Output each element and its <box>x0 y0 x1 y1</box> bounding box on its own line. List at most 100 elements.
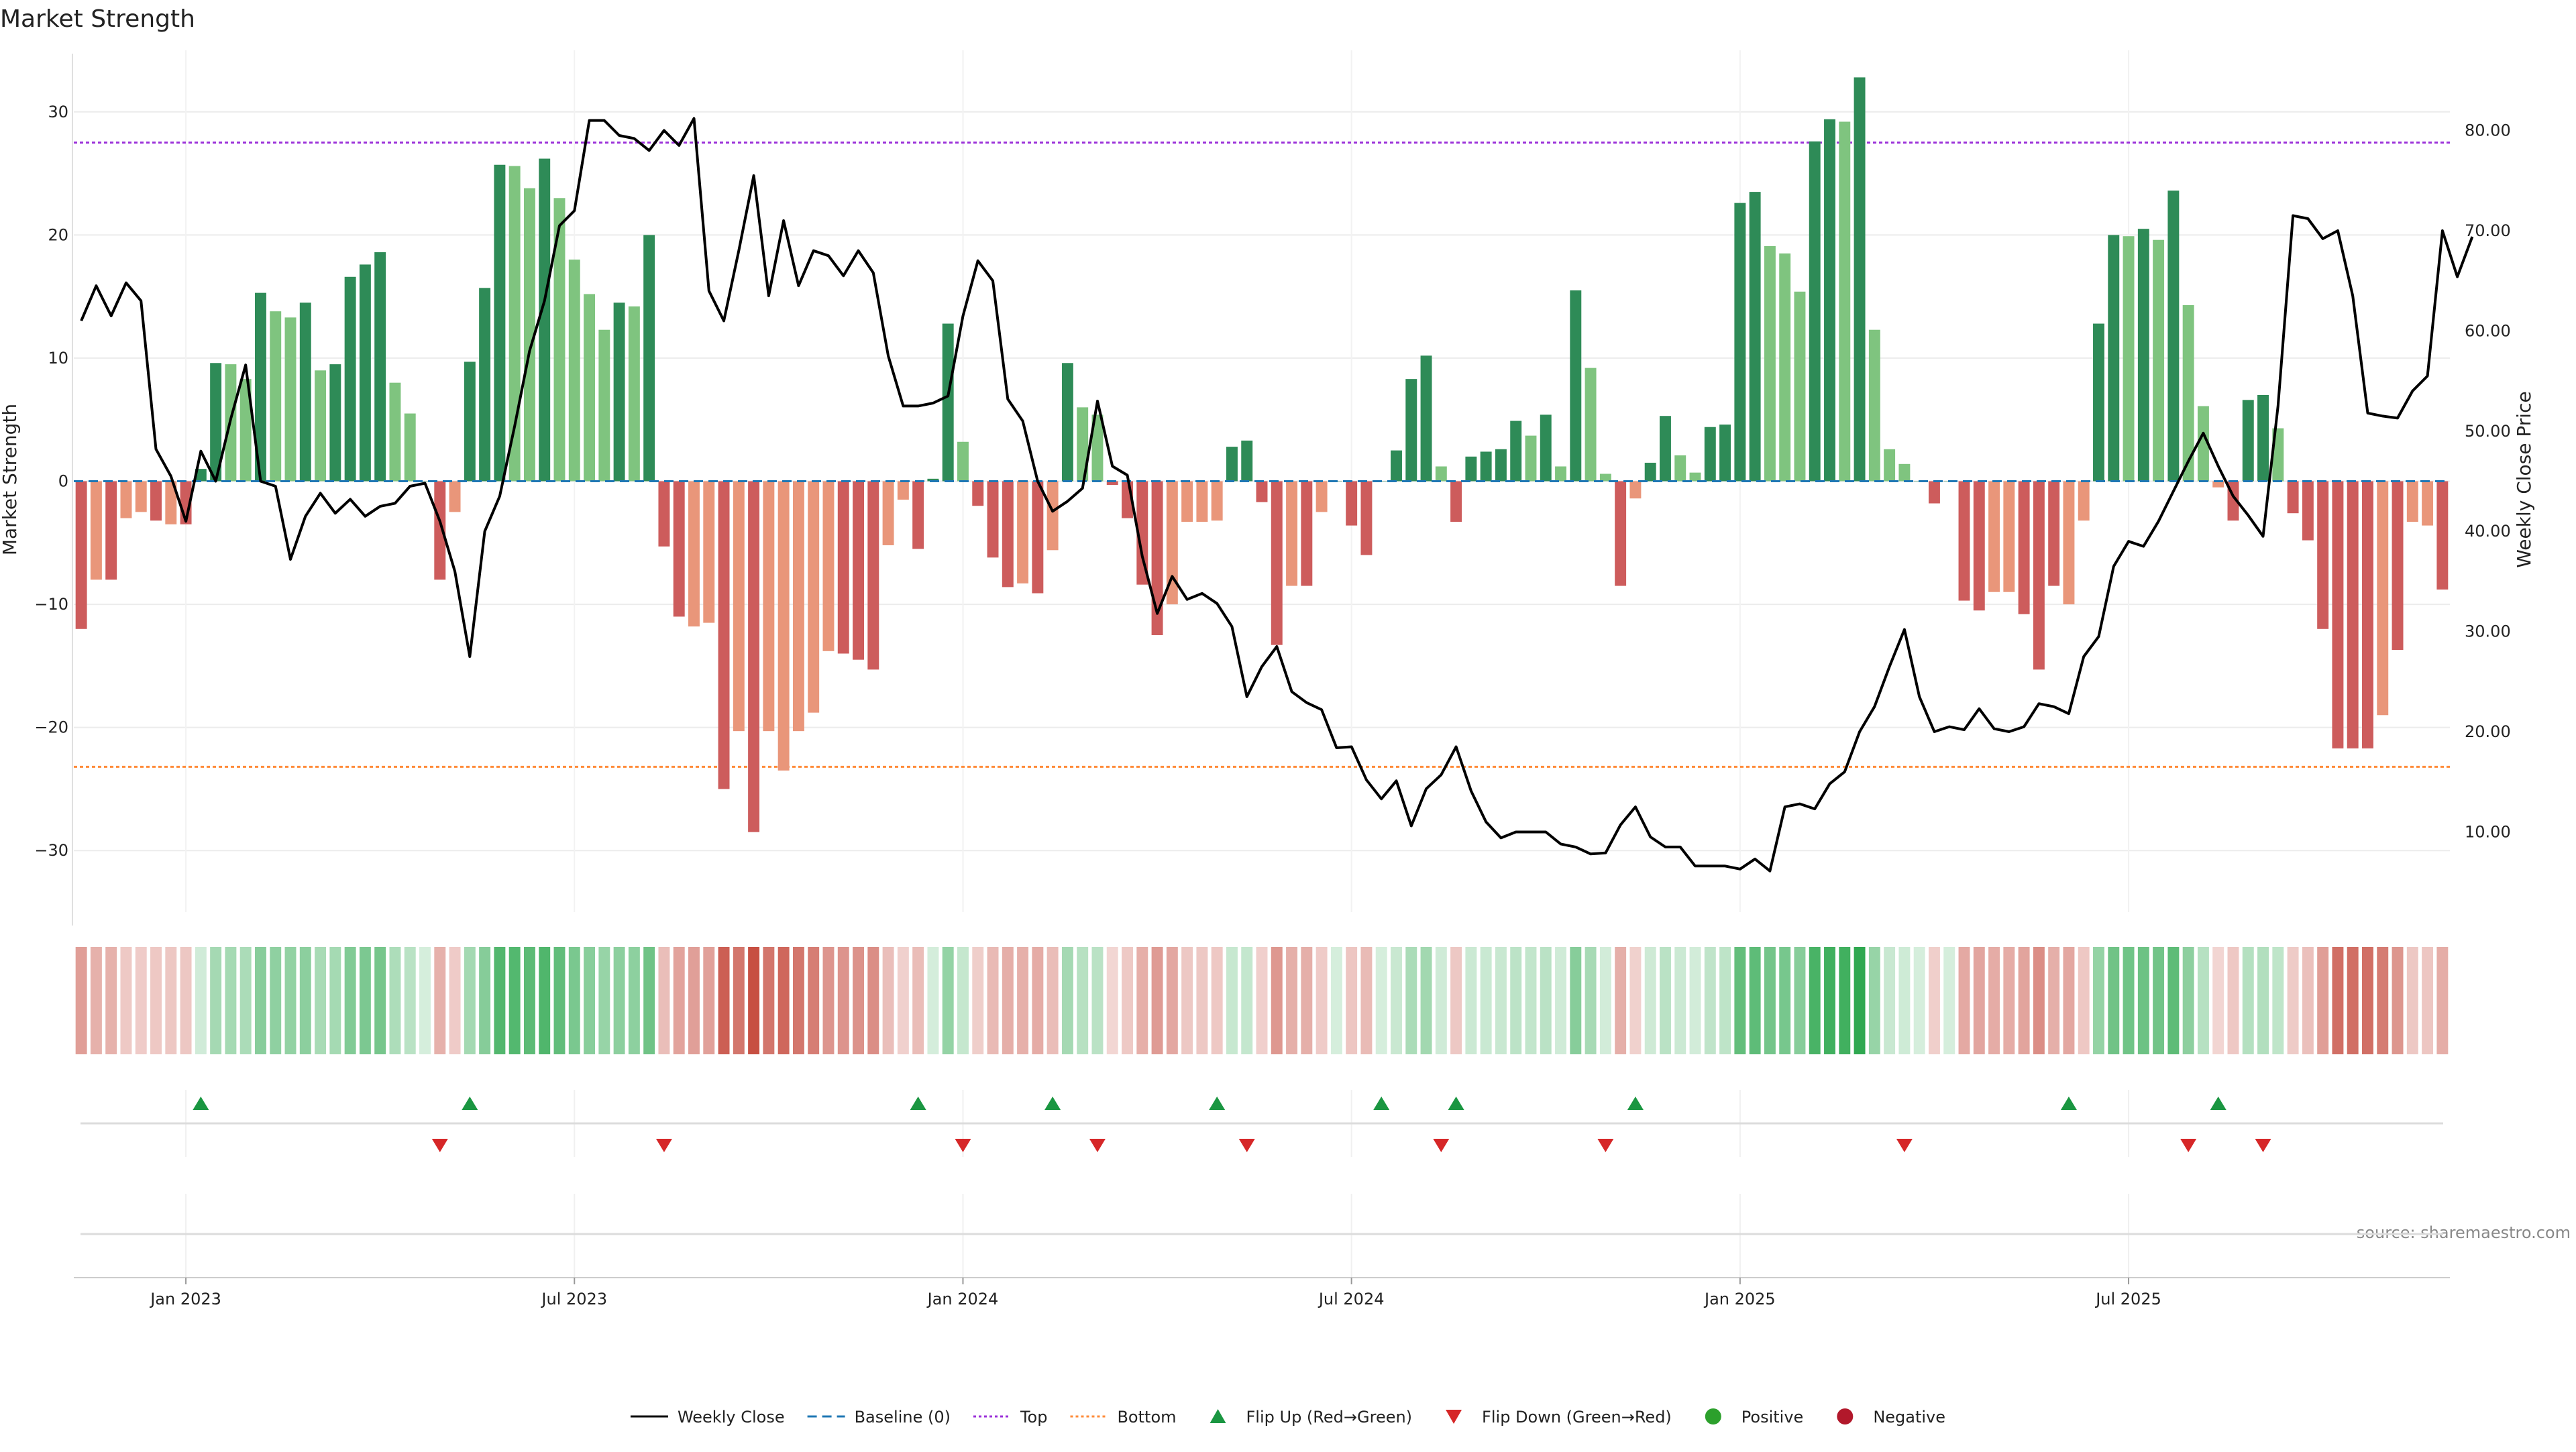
strength-bar <box>1256 481 1268 502</box>
heat-cell <box>1271 947 1283 1054</box>
heat-cell <box>1166 947 1178 1054</box>
flip-up-marker <box>2060 1097 2077 1110</box>
y-tick-label: 30 <box>48 103 68 121</box>
y-tick-label: −10 <box>34 595 68 614</box>
heat-cell <box>1450 947 1462 1054</box>
heat-cell <box>1943 947 1955 1054</box>
strength-bar <box>2108 235 2120 482</box>
heat-cell <box>1360 947 1373 1054</box>
strength-bar <box>135 481 147 512</box>
heat-cell <box>1510 947 1522 1054</box>
heat-cell <box>1077 947 1089 1054</box>
strength-bar <box>853 481 864 660</box>
heat-cell <box>628 947 640 1054</box>
strength-bar <box>718 481 730 789</box>
flip-down-marker <box>2180 1139 2197 1152</box>
strength-bar <box>763 481 775 732</box>
strength-bar <box>2137 229 2149 482</box>
y2-tick-label: 10.00 <box>2465 822 2511 841</box>
heat-cell <box>374 947 386 1054</box>
strength-bar <box>2003 481 2015 592</box>
x-tick-label: Jan 2023 <box>149 1290 221 1308</box>
heat-cell <box>1809 947 1821 1054</box>
heat-cell <box>1181 947 1193 1054</box>
flip-up-marker <box>1209 1097 1226 1110</box>
heat-cell <box>508 947 521 1054</box>
strength-bar <box>2078 481 2090 521</box>
strength-bar <box>2436 481 2449 590</box>
heat-cell <box>90 947 102 1054</box>
heat-cell <box>2167 947 2180 1054</box>
strength-bar <box>1495 449 1507 482</box>
strength-bar <box>1405 379 1417 482</box>
strength-bar <box>75 481 87 629</box>
strength-bar <box>254 292 266 482</box>
heat-cell <box>1958 947 1970 1054</box>
legend-item: Negative <box>1837 1408 1945 1427</box>
y2-tick-label: 50.00 <box>2465 422 2511 441</box>
strength-bar <box>987 481 999 558</box>
heat-cell <box>1660 947 1671 1054</box>
heat-cell <box>2182 947 2194 1054</box>
heat-cell <box>1615 947 1627 1054</box>
flip-down-marker <box>431 1139 448 1152</box>
heat-cell <box>105 947 117 1054</box>
heat-cell <box>1330 947 1342 1054</box>
strength-bar <box>479 288 491 482</box>
heat-cell <box>2377 947 2389 1054</box>
heat-cell <box>479 947 491 1054</box>
heat-cell <box>1286 947 1298 1054</box>
strength-bar <box>2287 481 2299 514</box>
flip-up-marker <box>2210 1097 2226 1110</box>
strength-bar <box>239 379 252 482</box>
heat-cell <box>1525 947 1537 1054</box>
heat-cell <box>1196 947 1208 1054</box>
strength-bar <box>2377 481 2389 716</box>
heat-cell <box>1226 947 1238 1054</box>
x-tick-label: Jul 2023 <box>540 1290 607 1308</box>
heat-cell <box>808 947 820 1054</box>
strength-bar <box>643 235 655 482</box>
strength-bar <box>1988 481 2000 592</box>
heat-cell <box>1375 947 1387 1054</box>
strength-bar <box>1465 456 1477 482</box>
strength-bar <box>777 481 790 771</box>
strength-bar <box>912 481 924 549</box>
heat-cell <box>2362 947 2373 1054</box>
heat-cell <box>942 947 954 1054</box>
heat-cell <box>2436 947 2449 1054</box>
legend-label: Bottom <box>1117 1408 1176 1427</box>
strength-bar <box>449 481 461 512</box>
legend-swatch <box>1210 1409 1226 1423</box>
heat-cell <box>673 947 685 1054</box>
heat-cell <box>867 947 879 1054</box>
heat-cell <box>1629 947 1642 1054</box>
strength-bar <box>1480 451 1492 482</box>
strength-bar <box>1615 481 1627 586</box>
heat-strip <box>75 947 2449 1054</box>
heat-cell <box>299 947 311 1054</box>
heat-cell <box>853 947 864 1054</box>
strength-bar <box>2018 481 2030 614</box>
heat-cell <box>792 947 804 1054</box>
heat-cell <box>703 947 715 1054</box>
heat-cell <box>763 947 775 1054</box>
flip-markers-panel <box>80 1090 2443 1278</box>
strength-bar <box>1794 291 1806 482</box>
legend-item: Positive <box>1705 1408 1803 1427</box>
strength-bar <box>1271 481 1283 645</box>
heat-cell <box>419 947 431 1054</box>
strength-bar <box>1973 481 1985 611</box>
strength-bar <box>1704 427 1716 482</box>
heat-cell <box>1301 947 1313 1054</box>
flip-down-marker <box>1089 1139 1106 1152</box>
heat-cell <box>837 947 849 1054</box>
heat-cell <box>1988 947 2000 1054</box>
legend-label: Top <box>1020 1408 1048 1427</box>
heat-cell <box>2406 947 2418 1054</box>
strength-bar <box>1689 472 1701 482</box>
legend: Weekly Close Baseline (0) Top Bottom Flip Up… <box>630 1408 1945 1427</box>
strength-bar <box>1360 481 1373 555</box>
heat-cell <box>1465 947 1477 1054</box>
strength-bar <box>1046 481 1059 551</box>
